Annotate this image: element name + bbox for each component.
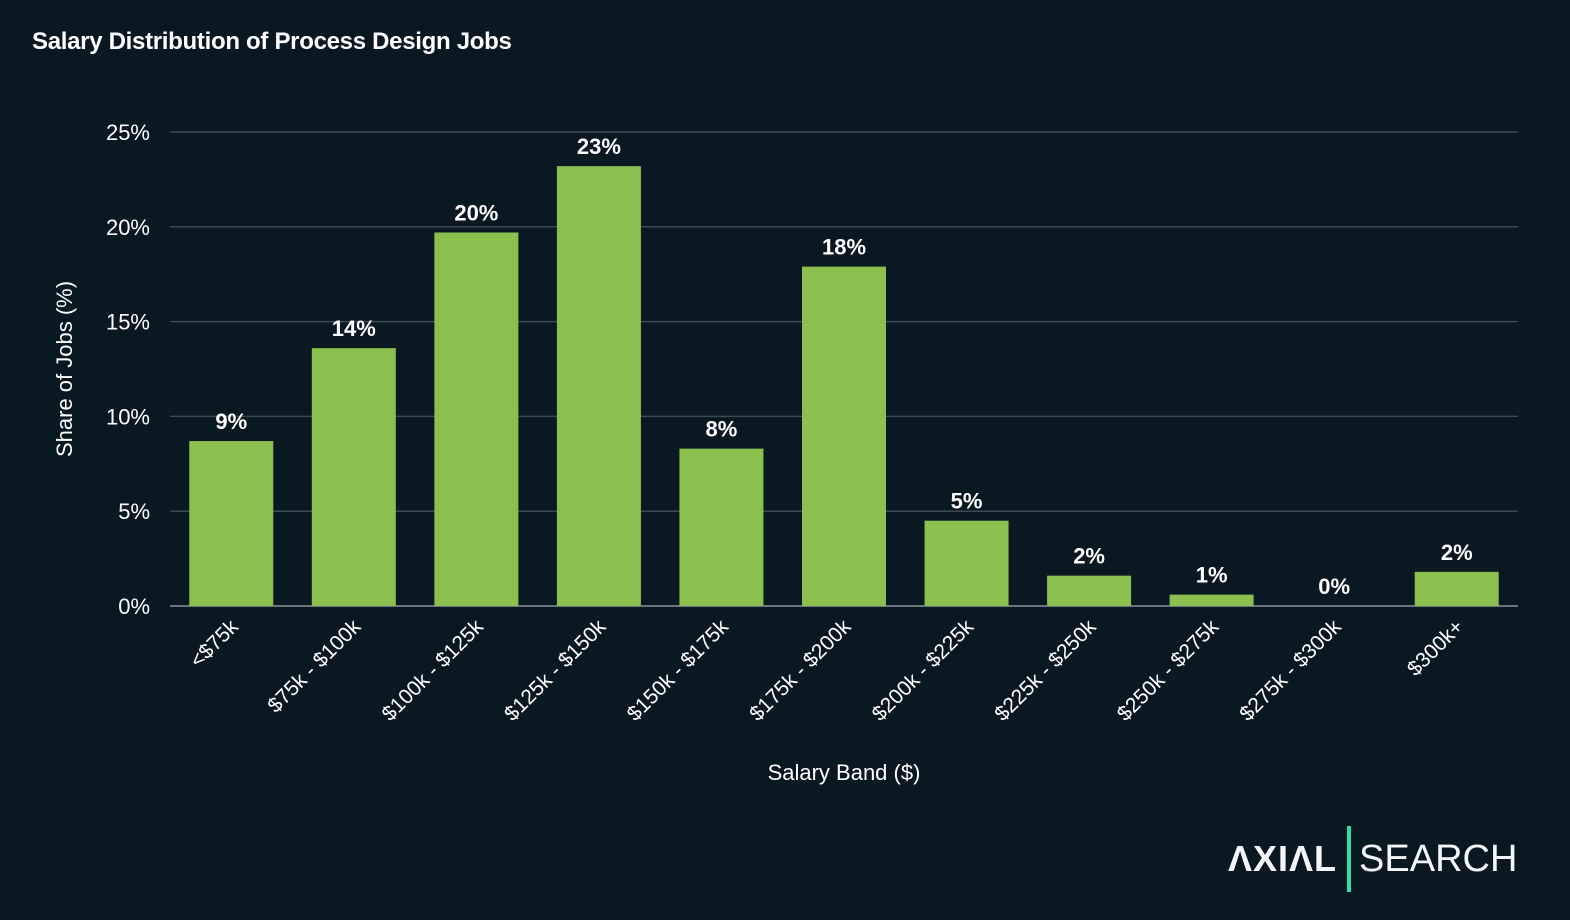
- logo-product: SEARCH: [1359, 837, 1518, 880]
- bar: [556, 166, 641, 607]
- y-tick-label: 20%: [106, 215, 150, 240]
- data-label: 23%: [577, 134, 621, 159]
- bar: [924, 520, 1009, 606]
- bar: [189, 441, 274, 606]
- bar: [1414, 571, 1499, 606]
- chart-title: Salary Distribution of Process Design Jo…: [32, 28, 512, 55]
- x-tick-label: $300k+: [1403, 615, 1468, 680]
- data-label: 20%: [454, 200, 498, 225]
- axial-search-logo: ΛXIΛL SEARCH: [1228, 826, 1517, 892]
- bar: [802, 266, 886, 606]
- bar: [1169, 594, 1254, 606]
- x-tick-label: $150k - $175k: [623, 615, 734, 726]
- bar: [679, 448, 764, 606]
- logo-brand: ΛXIΛL: [1228, 838, 1338, 879]
- x-tick-label: $225k - $250k: [990, 615, 1101, 726]
- x-tick-label: <$75k: [186, 615, 243, 672]
- bar: [434, 232, 519, 606]
- data-label: 2%: [1073, 544, 1105, 569]
- bar: [1047, 575, 1132, 606]
- data-label: 14%: [332, 316, 376, 341]
- data-label: 1%: [1196, 563, 1228, 588]
- data-label: 9%: [215, 409, 247, 434]
- y-tick-label: 5%: [118, 499, 150, 524]
- data-label: 18%: [822, 235, 866, 260]
- x-tick-label: $275k - $300k: [1235, 615, 1346, 726]
- x-tick-label: $175k - $200k: [745, 615, 856, 726]
- logo-divider: [1347, 826, 1352, 892]
- data-label: 2%: [1441, 540, 1473, 565]
- y-tick-label: 15%: [106, 310, 150, 335]
- data-label: 5%: [951, 489, 983, 514]
- x-tick-label: $250k - $275k: [1113, 615, 1224, 726]
- y-tick-label: 10%: [106, 404, 150, 429]
- data-label: 0%: [1318, 574, 1350, 599]
- y-tick-label: 0%: [118, 594, 150, 619]
- y-axis-label: Share of Jobs (%): [52, 281, 77, 457]
- x-tick-label: $75k - $100k: [263, 615, 365, 717]
- y-tick-label: 25%: [106, 120, 150, 145]
- x-tick-label: $100k - $125k: [378, 615, 489, 726]
- x-tick-label: $200k - $225k: [868, 615, 979, 726]
- data-label: 8%: [706, 417, 738, 442]
- x-tick-label: $125k - $150k: [500, 615, 611, 726]
- bar: [311, 348, 396, 606]
- x-axis-label: Salary Band ($): [768, 760, 921, 785]
